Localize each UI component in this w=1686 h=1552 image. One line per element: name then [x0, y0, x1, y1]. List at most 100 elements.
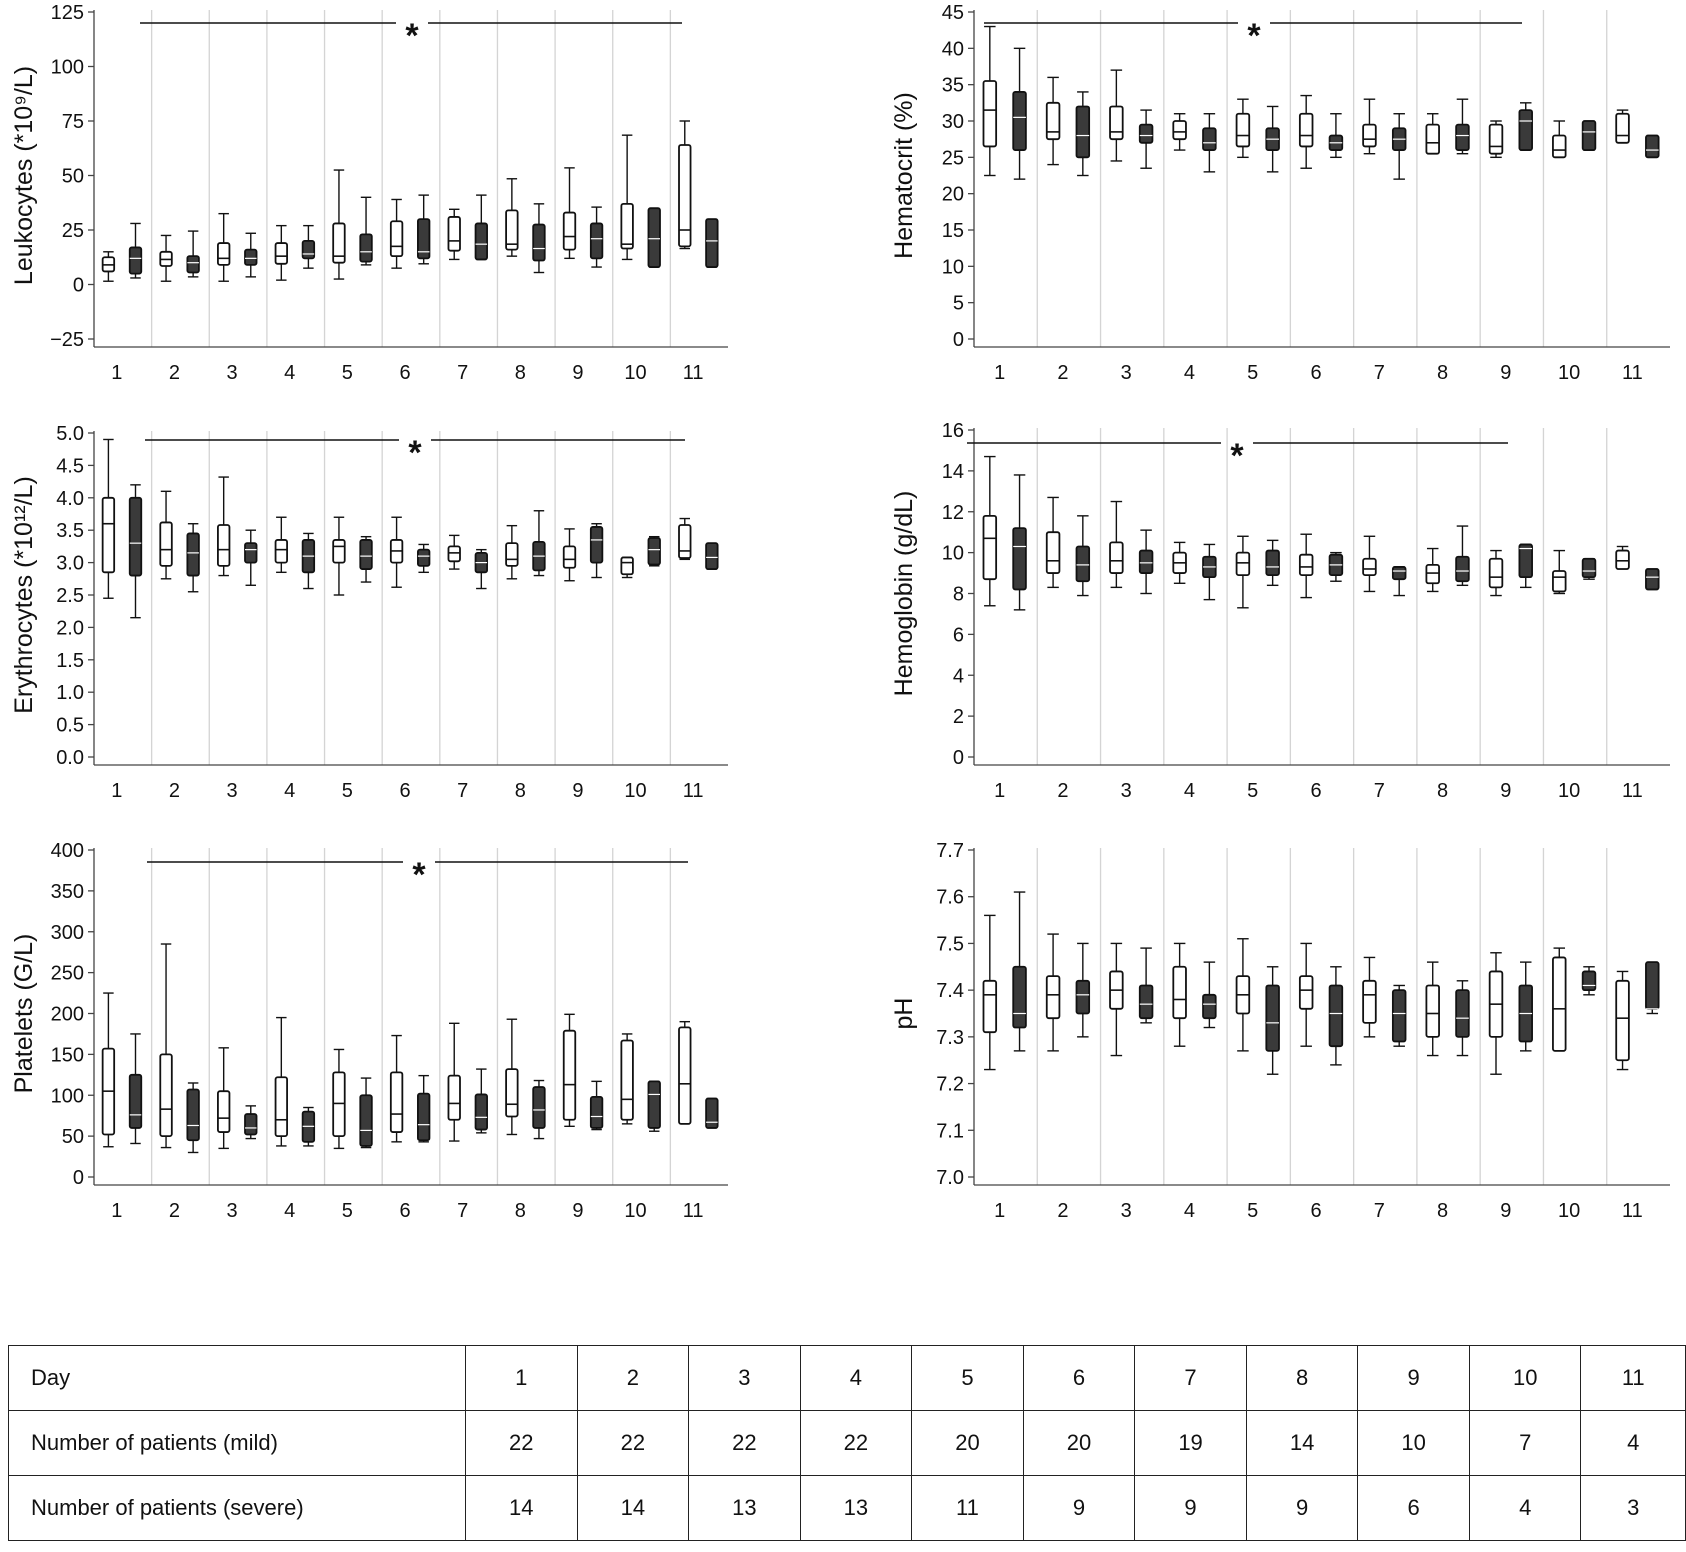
- box-severe: [244, 542, 258, 564]
- leukocytes-chart: 125 100 75 50 25 0 −25 1 2 3 4 5 6 7 8 9 10 11 Leukocytes …: [10, 2, 728, 384]
- y-tick-label: 7.4: [936, 980, 964, 1002]
- box-mild: [447, 545, 461, 563]
- x-tick-label: 11: [683, 1200, 704, 1222]
- box-severe: [589, 1095, 604, 1129]
- y-tick-label: 45: [942, 2, 964, 24]
- significance-star: *: [1230, 437, 1244, 475]
- x-tick-label: 2: [169, 362, 180, 384]
- box-severe: [1075, 545, 1091, 583]
- table-cell: 8: [1245, 1345, 1359, 1411]
- x-tick-label: 2: [1057, 780, 1068, 802]
- y-tick-label: 5: [953, 293, 964, 315]
- x-tick-label: 3: [227, 780, 238, 802]
- table-cell: 5: [911, 1345, 1024, 1411]
- table-cell: 3: [1580, 1475, 1686, 1541]
- box-mild: [1552, 956, 1567, 1052]
- x-tick-label: 3: [1121, 780, 1132, 802]
- x-tick-label: 1: [994, 780, 1005, 802]
- box-mild: [332, 539, 346, 564]
- box-mild: [1552, 570, 1567, 593]
- y-tick-label: 1.5: [56, 650, 84, 672]
- erythrocytes-chart: 5.0 4.5 4.0 3.5 3.0 2.5 2.0 1.5 1.0 0.5 0.0 1 2 3 4 5 6 7…: [10, 423, 728, 802]
- x-tick-label: 7: [457, 1200, 468, 1222]
- box-mild: [332, 222, 346, 264]
- box-severe: [1391, 989, 1407, 1043]
- box-severe: [186, 532, 200, 577]
- box-severe: [1518, 109, 1533, 151]
- y-tick-label: 50: [62, 1126, 84, 1148]
- box-severe: [705, 542, 719, 570]
- box-mild: [1172, 965, 1187, 1020]
- box-severe: [705, 1097, 719, 1129]
- x-tick-label: 9: [1500, 780, 1511, 802]
- y-tick-label: 0: [953, 329, 964, 351]
- x-tick-label: 2: [1057, 362, 1068, 384]
- x-tick-label: 10: [624, 780, 646, 802]
- box-severe: [128, 1073, 143, 1129]
- box-severe: [1202, 993, 1217, 1020]
- x-tick-label: 6: [1310, 780, 1321, 802]
- box-mild: [1235, 551, 1251, 577]
- box-severe: [128, 496, 143, 577]
- box-mild: [1172, 120, 1187, 141]
- x-tick-label: 1: [111, 362, 122, 384]
- box-severe: [417, 1092, 431, 1142]
- box-mild: [1109, 105, 1124, 141]
- y-axis-label: Leukocytes (*10⁹/L): [10, 66, 38, 285]
- box-mild: [982, 80, 998, 148]
- box-severe: [1645, 568, 1660, 591]
- box-severe: [647, 1080, 661, 1129]
- x-tick-label: 9: [572, 362, 583, 384]
- box-mild: [1615, 549, 1630, 570]
- x-tick-label: 9: [572, 1200, 583, 1222]
- box-severe: [1138, 123, 1154, 144]
- box-mild: [505, 1068, 519, 1118]
- y-tick-label: 1.0: [56, 682, 84, 704]
- box-severe: [1391, 566, 1407, 581]
- table-cell: 11: [1580, 1345, 1686, 1411]
- y-tick-label: 4.5: [56, 455, 84, 477]
- x-tick-label: 8: [515, 1200, 526, 1222]
- x-tick-label: 3: [1121, 362, 1132, 384]
- platelets-chart: 400 350 300 250 200 150 100 50 0 1 2 3 4 5 6 7 8 9 10 11 Pla…: [10, 840, 728, 1222]
- box-mild: [620, 556, 634, 576]
- box-mild: [505, 542, 519, 567]
- significance-star: *: [405, 17, 419, 55]
- table-cell: 22: [799, 1410, 913, 1476]
- table-cell: 13: [799, 1475, 913, 1541]
- table-cell: 10: [1468, 1345, 1582, 1411]
- box-severe: [359, 233, 373, 263]
- x-tick-label: 8: [515, 362, 526, 384]
- box-severe: [1581, 970, 1597, 992]
- table-cell: 14: [576, 1475, 690, 1541]
- box-mild: [101, 496, 116, 574]
- box-mild: [620, 1039, 634, 1121]
- x-tick-label: 4: [284, 362, 295, 384]
- y-tick-label: 50: [62, 166, 84, 188]
- x-tick-label: 1: [111, 1200, 122, 1222]
- x-tick-label: 6: [399, 780, 410, 802]
- box-severe: [1328, 984, 1344, 1048]
- table-cell: 20: [1022, 1410, 1136, 1476]
- y-tick-label: 25: [942, 147, 964, 169]
- y-tick-label: 7.1: [936, 1120, 964, 1142]
- x-tick-label: 6: [1310, 1200, 1321, 1222]
- y-tick-label: 30: [942, 111, 964, 133]
- x-tick-label: 1: [994, 362, 1005, 384]
- y-tick-label: 400: [51, 840, 84, 862]
- y-axis-label: Erythrocytes (*10¹²/L): [10, 476, 38, 714]
- table-row: Number of patients (severe) 14 14 13 13 11 9 9 9…: [8, 1475, 1686, 1541]
- y-tick-label: 10: [942, 543, 964, 565]
- box-severe: [186, 1088, 200, 1142]
- table-cell: 9: [1357, 1345, 1470, 1411]
- y-tick-label: 150: [51, 1044, 84, 1066]
- box-mild: [1362, 979, 1377, 1024]
- x-tick-label: 7: [457, 780, 468, 802]
- x-tick-label: 2: [1057, 1200, 1068, 1222]
- table-header-row: Day 1 2 3 4 5 6 7 8 9 10 11: [8, 1345, 1686, 1411]
- y-tick-label: 7.6: [936, 887, 964, 909]
- table-cell: 14: [465, 1475, 578, 1541]
- box-mild: [389, 220, 404, 258]
- y-axis-label: pH: [890, 998, 918, 1030]
- y-tick-label: 7.2: [936, 1074, 964, 1096]
